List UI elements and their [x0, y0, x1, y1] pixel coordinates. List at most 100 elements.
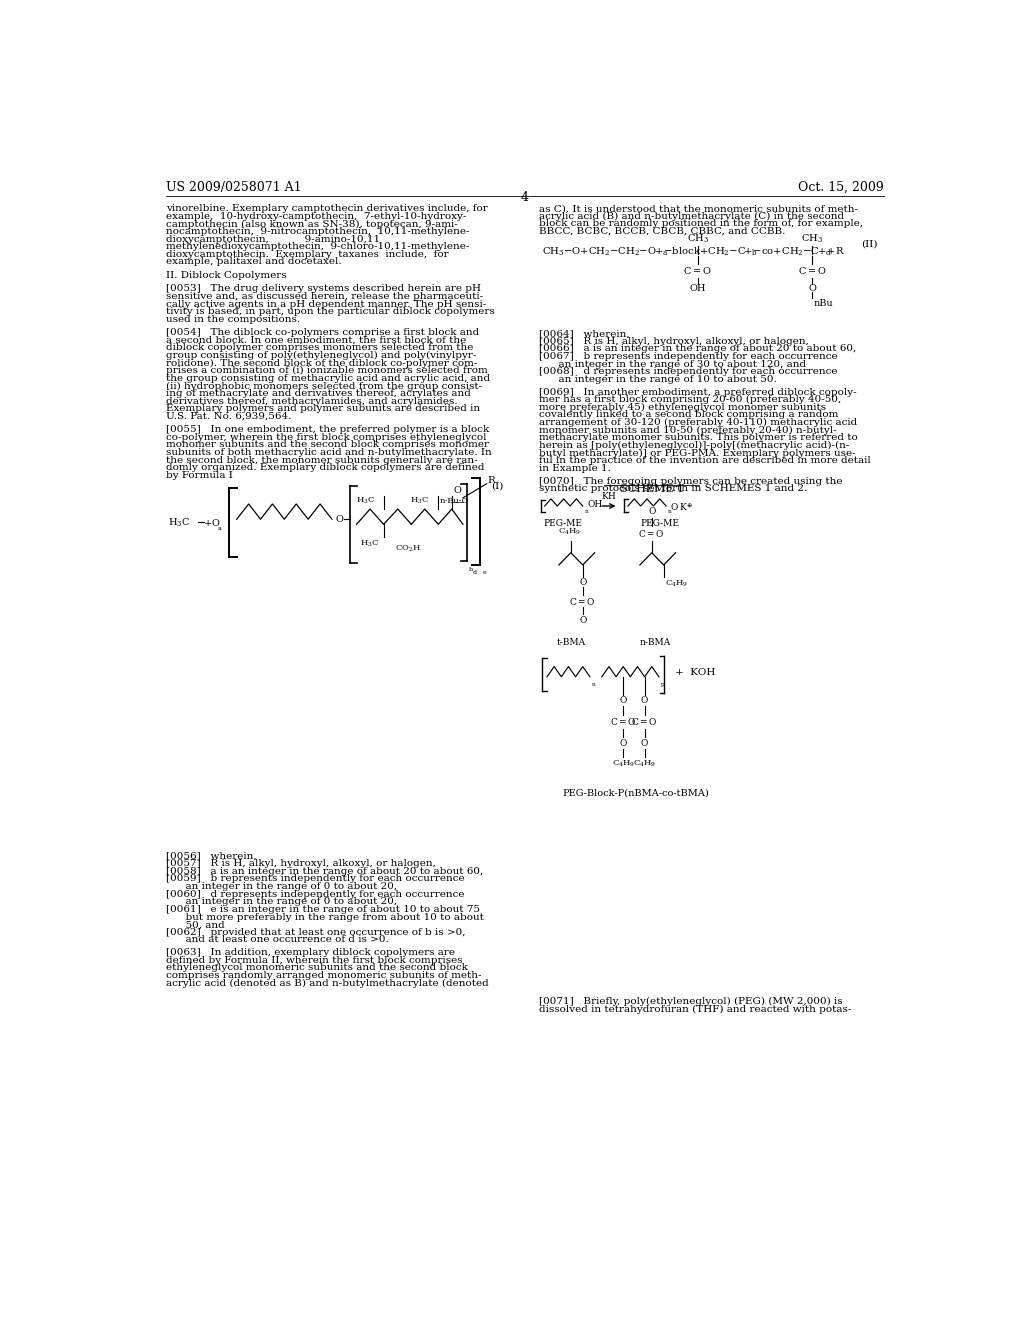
Text: SCHEME 1: SCHEME 1 [620, 483, 684, 494]
Text: [0061]   e is an integer in the range of about 10 to about 75: [0061] e is an integer in the range of a… [166, 906, 480, 913]
Text: but more preferably in the range from about 10 to about: but more preferably in the range from ab… [166, 912, 484, 921]
Text: PEG-ME: PEG-ME [640, 519, 679, 528]
Text: example, palitaxel and docetaxel.: example, palitaxel and docetaxel. [166, 257, 342, 267]
Text: acrylic acid (B) and n-butylmethacrylate (C) in the second: acrylic acid (B) and n-butylmethacrylate… [539, 211, 844, 220]
Text: O: O [648, 507, 655, 516]
Text: $\mathregular{CO_2H}$: $\mathregular{CO_2H}$ [394, 544, 421, 554]
Text: acrylic acid (denoted as B) and n-butylmethacrylate (denoted: acrylic acid (denoted as B) and n-butylm… [166, 978, 488, 987]
Text: $\mathregular{_a}$: $\mathregular{_a}$ [217, 524, 222, 533]
Text: defined by Formula II, wherein the first block comprises: defined by Formula II, wherein the first… [166, 956, 463, 965]
Text: BBCC, BCBC, BCCB, CBCB, CBBC, and CCBB.: BBCC, BCBC, BCCB, CBCB, CBBC, and CCBB. [539, 227, 785, 236]
Text: (II): (II) [861, 240, 878, 248]
Text: used in the compositions.: used in the compositions. [166, 315, 300, 323]
Text: PEG-Block-P(nBMA-co-tBMA): PEG-Block-P(nBMA-co-tBMA) [562, 788, 710, 797]
Text: dioxycamptothecin.  Exemplary  taxanes  include,  for: dioxycamptothecin. Exemplary taxanes inc… [166, 249, 449, 259]
Text: cally active agents in a pH dependent manner. The pH sensi-: cally active agents in a pH dependent ma… [166, 300, 486, 309]
Text: dissolved in tetrahydrofuran (THF) and reacted with potas-: dissolved in tetrahydrofuran (THF) and r… [539, 1005, 852, 1014]
Text: KH: KH [601, 492, 616, 500]
Text: $\mathregular{C_4H_9}$: $\mathregular{C_4H_9}$ [558, 527, 582, 536]
Text: $\mathregular{H_3C}$: $\mathregular{H_3C}$ [360, 539, 380, 549]
Text: t-BMA: t-BMA [556, 638, 586, 647]
Text: arrangement of 30-120 (preferably 40-110) methacrylic acid: arrangement of 30-120 (preferably 40-110… [539, 418, 857, 428]
Text: domly organized. Exemplary diblock copolymers are defined: domly organized. Exemplary diblock copol… [166, 463, 484, 473]
Text: rolidone). The second block of the diblock co-polymer com-: rolidone). The second block of the diblo… [166, 359, 477, 368]
Text: [0071]   Briefly, poly(ethyleneglycol) (PEG) (MW 2,000) is: [0071] Briefly, poly(ethyleneglycol) (PE… [539, 997, 843, 1006]
Text: $\mathregular{C_4H_9}$: $\mathregular{C_4H_9}$ [666, 579, 688, 590]
Text: prises a combination of (i) ionizable monomers selected from: prises a combination of (i) ionizable mo… [166, 366, 487, 375]
Text: US 2009/0258071 A1: US 2009/0258071 A1 [166, 181, 302, 194]
Text: OH: OH [689, 284, 707, 293]
Text: ethyleneglycol monomeric subunits and the second block: ethyleneglycol monomeric subunits and th… [166, 964, 468, 973]
Text: subunits of both methacrylic acid and n-butylmethacrylate. In: subunits of both methacrylic acid and n-… [166, 447, 492, 457]
Text: $\mathregular{C{=}O}$: $\mathregular{C{=}O}$ [569, 597, 596, 607]
Text: [0064]   wherein,: [0064] wherein, [539, 329, 630, 338]
Text: $\mathregular{_e}$: $\mathregular{_e}$ [482, 568, 487, 577]
Text: block can be randomly positioned in the form of, for example,: block can be randomly positioned in the … [539, 219, 863, 228]
Text: $\mathregular{C{=}O}$: $\mathregular{C{=}O}$ [638, 528, 666, 539]
Text: $\mathregular{_n}$: $\mathregular{_n}$ [591, 681, 596, 689]
Text: co-polymer, wherein the first block comprises ethyleneglycol: co-polymer, wherein the first block comp… [166, 433, 486, 442]
Text: group consisting of poly(ethyleneglycol) and poly(vinylpyr-: group consisting of poly(ethyleneglycol)… [166, 351, 476, 360]
Text: vinorelbine. Exemplary camptothecin derivatives include, for: vinorelbine. Exemplary camptothecin deri… [166, 205, 487, 213]
Text: $\mathregular{C{=}O}$: $\mathregular{C{=}O}$ [610, 717, 637, 727]
Text: [0058]   a is an integer in the range of about 20 to about 60,: [0058] a is an integer in the range of a… [166, 867, 483, 876]
Text: a second block. In one embodiment, the first block of the: a second block. In one embodiment, the f… [166, 335, 466, 345]
Text: PEG-ME: PEG-ME [544, 519, 583, 528]
Text: methylenedioxycamptothecin,  9-chloro-10,11-methylene-: methylenedioxycamptothecin, 9-chloro-10,… [166, 243, 469, 251]
Text: $\mathregular{O\;K^{\oplus}}$: $\mathregular{O\;K^{\oplus}}$ [670, 502, 693, 513]
Text: 4: 4 [521, 191, 528, 203]
Text: covalently linked to a second block comprising a random: covalently linked to a second block comp… [539, 411, 839, 420]
Text: by Formula I: by Formula I [166, 471, 233, 480]
Text: $\mathregular{CH_3}$: $\mathregular{CH_3}$ [801, 232, 823, 244]
Text: O: O [579, 578, 587, 587]
Text: diblock copolymer comprises monomers selected from the: diblock copolymer comprises monomers sel… [166, 343, 473, 352]
Text: O: O [641, 739, 648, 747]
Text: R: R [487, 477, 496, 484]
Text: $\mathregular{H_3C}$: $\mathregular{H_3C}$ [168, 516, 189, 528]
Text: sensitive and, as discussed herein, release the pharmaceuti-: sensitive and, as discussed herein, rele… [166, 292, 483, 301]
Text: $\mathregular{C{=}O}$: $\mathregular{C{=}O}$ [798, 265, 826, 276]
Text: n-BMA: n-BMA [640, 638, 672, 647]
Text: as C). It is understood that the monomeric subunits of meth-: as C). It is understood that the monomer… [539, 205, 858, 213]
Text: derivatives thereof, methacrylamides, and acrylamides.: derivatives thereof, methacrylamides, an… [166, 397, 458, 405]
Text: nocamptothecin,  9-nitrocamptothecin,  10,11-methylene-: nocamptothecin, 9-nitrocamptothecin, 10,… [166, 227, 470, 236]
Text: mer has a first block comprising 20-60 (preferably 40-50,: mer has a first block comprising 20-60 (… [539, 395, 842, 404]
Text: an integer in the range of 30 to about 120, and: an integer in the range of 30 to about 1… [539, 359, 806, 368]
Text: [0062]   provided that at least one occurrence of b is >0,: [0062] provided that at least one occurr… [166, 928, 466, 937]
Text: $\mathregular{CH_3}$: $\mathregular{CH_3}$ [687, 232, 709, 244]
Text: O: O [454, 486, 461, 495]
Text: $\mathregular{C_4H_9}$: $\mathregular{C_4H_9}$ [633, 759, 656, 770]
Text: $\mathregular{H_3C}$: $\mathregular{H_3C}$ [356, 496, 376, 506]
Text: $\mathregular{C_4H_9}$: $\mathregular{C_4H_9}$ [611, 759, 635, 770]
Text: [0060]   d represents independently for each occurrence: [0060] d represents independently for ea… [166, 890, 465, 899]
Text: $\mathregular{+O}$: $\mathregular{+O}$ [204, 516, 221, 528]
Text: O: O [620, 739, 627, 747]
Text: nBu: nBu [814, 298, 834, 308]
Text: ing of methacrylate and derivatives thereof, acrylates and: ing of methacrylate and derivatives ther… [166, 389, 471, 399]
Text: [0066]   a is an integer in the range of about 20 to about 60,: [0066] a is an integer in the range of a… [539, 345, 856, 354]
Text: an integer in the range of 10 to about 50.: an integer in the range of 10 to about 5… [539, 375, 777, 384]
Text: $\mathregular{_d}$: $\mathregular{_d}$ [472, 568, 478, 577]
Text: O: O [336, 515, 344, 524]
Text: tivity is based, in part, upon the particular diblock copolymers: tivity is based, in part, upon the parti… [166, 308, 495, 317]
Text: [0057]   R is H, alkyl, hydroxyl, alkoxyl, or halogen,: [0057] R is H, alkyl, hydroxyl, alkoxyl,… [166, 859, 436, 869]
Text: [0070]   The foregoing polymers can be created using the: [0070] The foregoing polymers can be cre… [539, 477, 843, 486]
Text: +  KOH: + KOH [675, 668, 715, 677]
Text: [0068]   d represents independently for each occurrence: [0068] d represents independently for ea… [539, 367, 838, 376]
Text: $\mathregular{C{=}O}$: $\mathregular{C{=}O}$ [683, 265, 713, 276]
Text: [0054]   The diblock co-polymers comprise a first block and: [0054] The diblock co-polymers comprise … [166, 329, 479, 337]
Text: the group consisting of methacrylic acid and acrylic acid, and: the group consisting of methacrylic acid… [166, 374, 490, 383]
Text: $\mathregular{C{=}O}$: $\mathregular{C{=}O}$ [631, 717, 658, 727]
Text: O: O [620, 696, 627, 705]
Text: an integer in the range of 0 to about 20,: an integer in the range of 0 to about 20… [166, 898, 397, 907]
Text: and at least one occurrence of d is >0.: and at least one occurrence of d is >0. [166, 936, 389, 944]
Text: [0053]   The drug delivery systems described herein are pH: [0053] The drug delivery systems describ… [166, 284, 481, 293]
Text: [0067]   b represents independently for each occurrence: [0067] b represents independently for ea… [539, 352, 838, 362]
Text: synthetic protocols set forth in SCHEMES 1 and 2.: synthetic protocols set forth in SCHEMES… [539, 484, 807, 494]
Text: O: O [808, 284, 816, 293]
Text: camptothecin (also known as SN-38), topotecan, 9-ami-: camptothecin (also known as SN-38), topo… [166, 219, 458, 228]
Text: [0055]   In one embodiment, the preferred polymer is a block: [0055] In one embodiment, the preferred … [166, 425, 489, 434]
Text: [0063]   In addition, exemplary diblock copolymers are: [0063] In addition, exemplary diblock co… [166, 948, 455, 957]
Text: the second block, the monomer subunits generally are ran-: the second block, the monomer subunits g… [166, 455, 478, 465]
Text: example,  10-hydroxy-camptothecin,  7-ethyl-10-hydroxy-: example, 10-hydroxy-camptothecin, 7-ethy… [166, 211, 467, 220]
